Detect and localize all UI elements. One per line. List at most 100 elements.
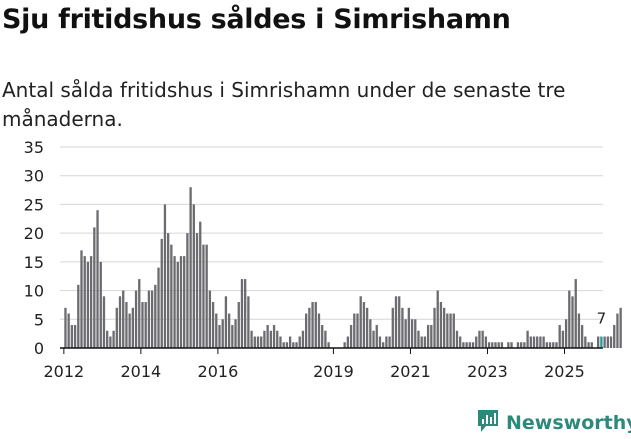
bar	[600, 336, 603, 348]
y-tick-label: 0	[34, 339, 44, 358]
bar	[86, 261, 90, 348]
bar	[346, 336, 350, 348]
bar	[163, 204, 167, 348]
y-tick-label: 10	[24, 282, 44, 301]
bar	[134, 290, 138, 348]
bar	[272, 325, 276, 348]
bar	[231, 325, 234, 348]
y-axis: 0 5 10 15 20 25 30 35	[24, 138, 44, 358]
bar	[417, 330, 420, 348]
bar	[266, 325, 269, 348]
bar	[462, 342, 465, 348]
bar	[558, 325, 561, 348]
bar	[433, 307, 436, 348]
bar	[176, 261, 179, 348]
y-tick-label: 20	[24, 224, 44, 243]
bar	[150, 290, 154, 348]
bar	[552, 342, 555, 348]
y-tick-label: 30	[24, 167, 44, 186]
bar	[295, 342, 298, 348]
chart-bars	[64, 187, 622, 348]
bar	[414, 319, 417, 348]
brand-name: Newsworthy	[506, 412, 631, 434]
bar	[398, 296, 401, 348]
bar	[256, 336, 260, 348]
brand-footer[interactable]: Newsworthy	[476, 409, 631, 437]
bar	[539, 336, 542, 348]
bar	[183, 256, 186, 348]
bar	[587, 342, 590, 348]
bar	[459, 336, 462, 348]
x-tick-label: 2012	[43, 362, 84, 381]
bar	[349, 325, 353, 348]
bar	[378, 336, 382, 348]
bar	[160, 238, 163, 348]
bar	[532, 336, 536, 348]
bar	[410, 319, 414, 348]
bar	[215, 313, 218, 348]
bar	[545, 342, 548, 348]
bar	[64, 307, 67, 348]
bar	[603, 336, 606, 348]
bar	[568, 290, 571, 348]
bar	[590, 342, 593, 348]
bar	[202, 244, 205, 348]
bar	[404, 319, 407, 348]
bar	[455, 330, 459, 348]
x-tick-label: 2019	[313, 362, 354, 381]
bar	[269, 330, 272, 348]
bar	[356, 313, 359, 348]
bar	[548, 342, 552, 348]
bar	[382, 342, 385, 348]
bar	[112, 330, 115, 348]
bar	[520, 342, 523, 348]
bar	[311, 302, 314, 348]
bar	[430, 325, 433, 348]
y-tick-label: 25	[24, 195, 44, 214]
newsworthy-logo-icon	[476, 408, 500, 438]
bar	[115, 307, 118, 348]
bar	[298, 336, 301, 348]
bar	[516, 342, 520, 348]
bar	[304, 313, 308, 348]
bar	[507, 342, 510, 348]
bar	[407, 307, 410, 348]
bar	[93, 227, 96, 348]
bar	[500, 342, 504, 348]
chart-annotations: 7	[597, 310, 607, 328]
x-tick-label: 2016	[198, 362, 239, 381]
bar	[616, 313, 619, 348]
bar	[362, 302, 366, 348]
bar	[292, 342, 295, 348]
bar	[327, 342, 330, 348]
bar	[253, 336, 256, 348]
bar	[394, 296, 398, 348]
bar	[109, 336, 112, 348]
bar	[561, 330, 565, 348]
bar	[80, 250, 83, 348]
bar	[446, 313, 449, 348]
bar	[118, 296, 122, 348]
bar	[276, 330, 279, 348]
y-tick-label: 5	[34, 310, 44, 329]
bar	[96, 210, 99, 348]
bar	[597, 336, 600, 348]
bar	[442, 307, 446, 348]
x-axis: 2012 2014 2016 2019 2021 2023 2025	[43, 347, 603, 381]
bar	[365, 307, 369, 348]
bar	[606, 336, 609, 348]
bar	[526, 330, 529, 348]
bar	[70, 325, 74, 348]
bar	[224, 296, 228, 348]
bar	[122, 290, 125, 348]
bar	[471, 342, 475, 348]
bar	[218, 325, 221, 348]
bar	[475, 336, 478, 348]
bar	[128, 313, 131, 348]
bar	[167, 233, 170, 348]
bar	[574, 279, 577, 348]
bar	[619, 307, 622, 348]
bar	[555, 342, 558, 348]
bar	[536, 336, 539, 348]
bar	[436, 290, 439, 348]
